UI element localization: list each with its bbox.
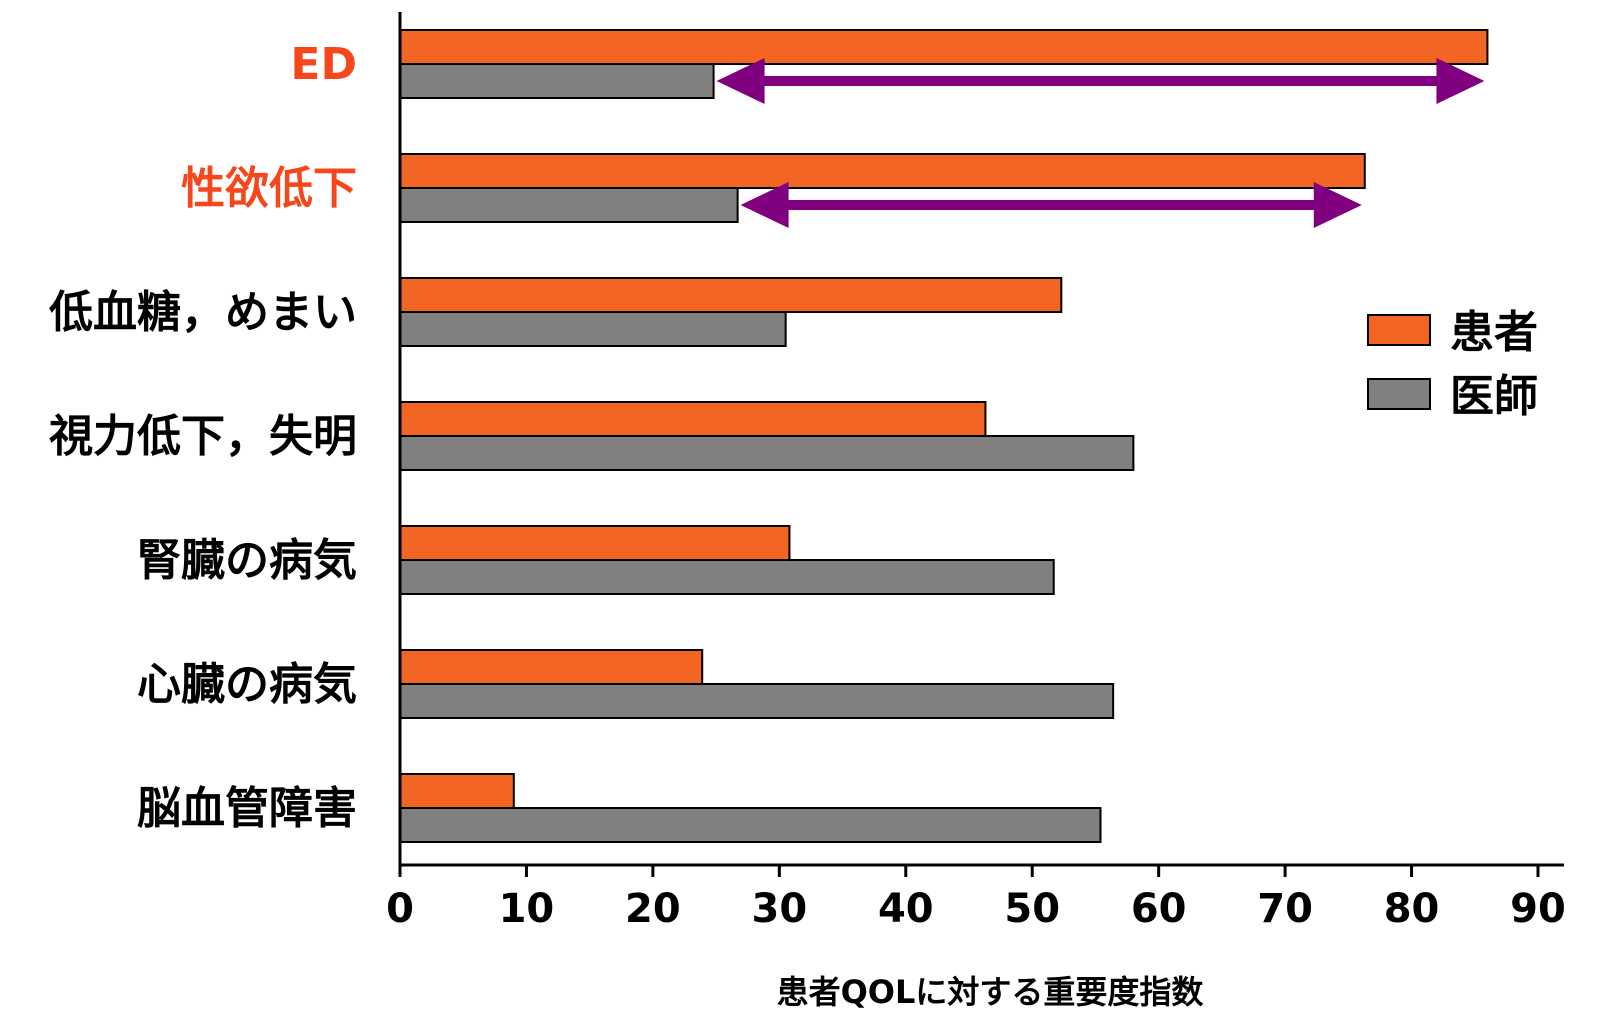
bar-patient-2 <box>399 277 1063 313</box>
double-arrow-1 <box>740 182 1362 228</box>
x-tick-label-3: 30 <box>751 886 807 932</box>
x-tick-labels: 0 10 20 30 40 50 60 70 80 90 <box>386 886 1566 932</box>
x-tick-label-7: 70 <box>1257 886 1313 932</box>
bar-patient-1 <box>399 153 1366 189</box>
x-axis-label: 患者QOLに対する重要度指数 <box>777 973 1205 1011</box>
bar-patient-0 <box>399 29 1489 65</box>
x-tick-label-4: 40 <box>878 886 934 932</box>
bar-patient-5 <box>399 649 704 685</box>
x-tick-label-6: 60 <box>1131 886 1187 932</box>
bar-doctor-3 <box>399 435 1135 471</box>
bar-patient-3 <box>399 401 987 437</box>
bar-doctor-0 <box>399 63 715 99</box>
bar-doctor-2 <box>399 311 787 347</box>
x-tick-label-8: 80 <box>1384 886 1440 932</box>
legend-label-0: 患者 <box>1450 307 1538 358</box>
legend-swatch-1 <box>1367 378 1431 410</box>
category-label-6: 脳血管障害 <box>137 783 357 834</box>
bar-doctor-4 <box>399 559 1055 595</box>
arrows-layer <box>716 58 1485 228</box>
x-tick-label-0: 0 <box>386 886 414 932</box>
axes-layer <box>398 12 1564 877</box>
double-arrow-0 <box>716 58 1485 104</box>
bar-patient-4 <box>399 525 791 561</box>
legend-swatch-0 <box>1367 314 1431 346</box>
x-tick-label-5: 50 <box>1004 886 1060 932</box>
category-label-2: 低血糖，めまい <box>49 287 357 338</box>
bar-doctor-5 <box>399 683 1115 719</box>
category-label-1: 性欲低下 <box>181 163 357 214</box>
category-label-0: ED <box>290 39 357 90</box>
bar-doctor-6 <box>399 807 1102 843</box>
category-label-3: 視力低下，失明 <box>49 411 357 462</box>
category-label-4: 腎臓の病気 <box>137 535 357 586</box>
bar-doctor-1 <box>399 187 739 223</box>
x-tick-label-2: 20 <box>625 886 681 932</box>
bars-layer <box>399 29 1489 843</box>
legend-label-1: 医師 <box>1450 371 1538 422</box>
bar-patient-6 <box>399 773 515 809</box>
x-tick-label-1: 10 <box>499 886 555 932</box>
x-tick-label-9: 90 <box>1510 886 1566 932</box>
category-label-5: 心臓の病気 <box>137 659 357 710</box>
